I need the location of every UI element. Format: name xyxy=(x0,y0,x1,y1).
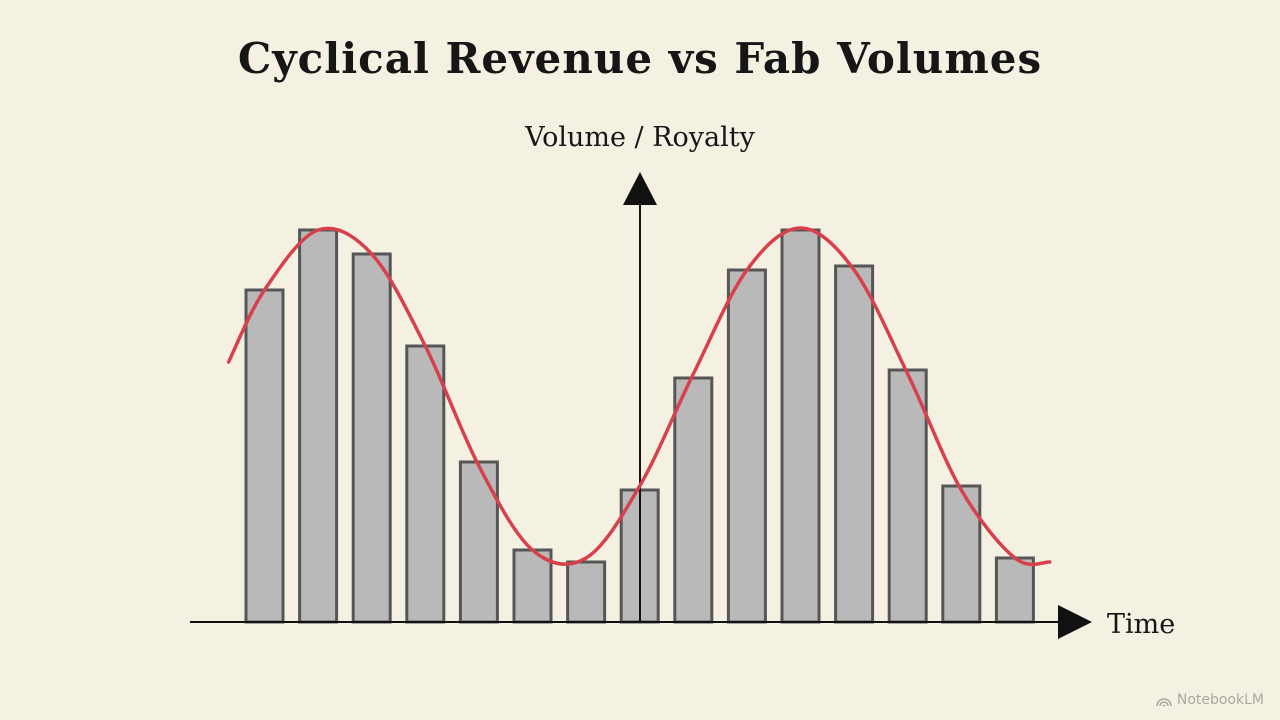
bar xyxy=(351,252,392,624)
bar xyxy=(834,264,875,624)
bar xyxy=(726,268,767,624)
bar xyxy=(298,228,339,624)
y-axis-arrow-icon xyxy=(623,172,657,205)
x-axis-label: Time xyxy=(1107,609,1175,640)
revenue-line xyxy=(226,226,1052,567)
bar xyxy=(673,376,714,624)
x-axis-arrow-icon xyxy=(1058,605,1092,639)
bar xyxy=(941,484,982,624)
bar xyxy=(887,368,928,624)
watermark: NotebookLM xyxy=(1156,692,1264,708)
y-axis-label: Volume / Royalty xyxy=(524,122,756,153)
bar xyxy=(458,460,499,624)
bar-series xyxy=(244,228,1035,624)
bar xyxy=(994,556,1035,624)
watermark-text: NotebookLM xyxy=(1176,692,1264,708)
bar xyxy=(566,560,607,624)
bar xyxy=(405,344,446,624)
notebooklm-logo-icon xyxy=(1156,698,1172,707)
bar xyxy=(244,288,285,624)
chart-title: Cyclical Revenue vs Fab Volumes xyxy=(237,34,1043,83)
bar xyxy=(780,228,821,624)
